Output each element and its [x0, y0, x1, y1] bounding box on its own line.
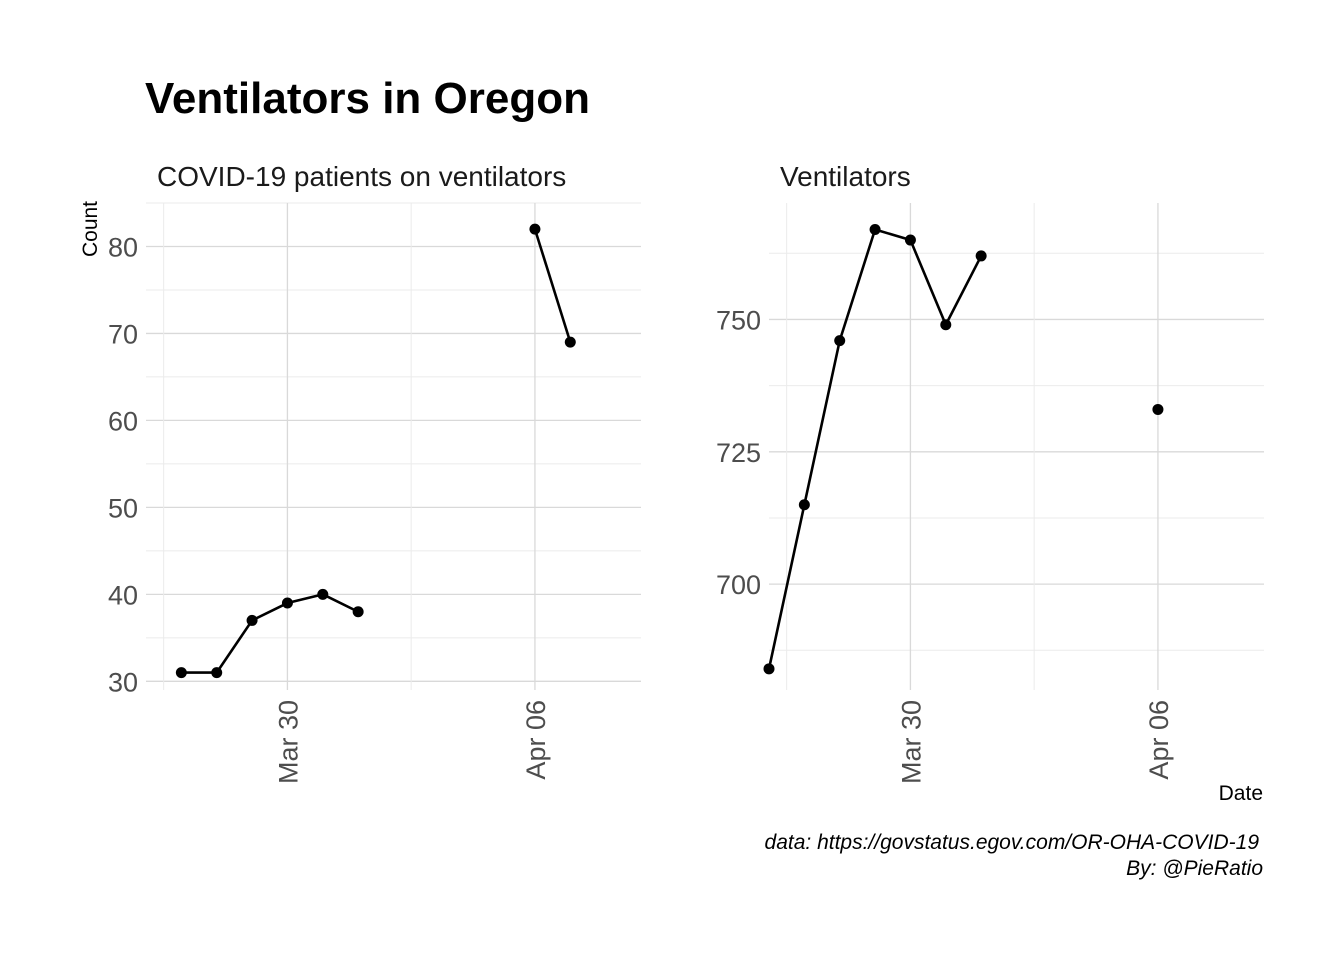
panel-patients-on-ventilators: 30 40 50 60 70 80 Mar 30 Apr 06: [108, 202, 641, 784]
panel-right-title: Ventilators: [780, 161, 911, 192]
series-line: [181, 593, 359, 674]
data-point: [975, 250, 987, 262]
data-point: [529, 223, 541, 235]
data-point: [352, 606, 364, 618]
series-line: [533, 228, 572, 343]
y-tick-label: 30: [108, 667, 138, 697]
y-tick-label: 40: [108, 580, 138, 610]
panel-ventilators: 700 725 750 Mar 30 Apr 06: [716, 203, 1264, 784]
x-axis-title: Date: [1219, 782, 1263, 805]
y-tick-label: 700: [716, 570, 761, 600]
panel-left-title: COVID-19 patients on ventilators: [157, 161, 566, 192]
data-point: [175, 667, 187, 679]
x-tick-label: Apr 06: [521, 700, 551, 780]
y-axis-title: Count: [79, 201, 102, 257]
x-tick-label: Mar 30: [896, 700, 926, 784]
y-tick-label: 725: [716, 438, 761, 468]
data-point: [281, 597, 293, 609]
y-tick-label: 50: [108, 493, 138, 523]
data-point: [564, 336, 576, 348]
data-point: [763, 663, 775, 675]
y-tick-label: 70: [108, 319, 138, 349]
data-point: [211, 667, 223, 679]
x-tick-label: Apr 06: [1144, 700, 1174, 780]
caption-source: data: https://govstatus.egov.com/OR-OHA-…: [765, 831, 1260, 854]
y-tick-label: 750: [716, 305, 761, 335]
x-tick-label: Mar 30: [273, 700, 303, 784]
data-point: [869, 223, 881, 235]
data-point: [834, 335, 846, 347]
y-tick-label: 80: [108, 232, 138, 262]
data-point: [940, 319, 952, 331]
caption-author: By: @PieRatio: [1126, 857, 1263, 880]
data-point: [904, 234, 916, 246]
data-point: [317, 588, 329, 600]
series-line: [767, 228, 983, 670]
data-point: [1152, 403, 1164, 415]
data-point: [246, 614, 258, 626]
y-tick-label: 60: [108, 406, 138, 436]
data-point: [798, 499, 810, 511]
chart-title: Ventilators in Oregon: [145, 74, 590, 123]
